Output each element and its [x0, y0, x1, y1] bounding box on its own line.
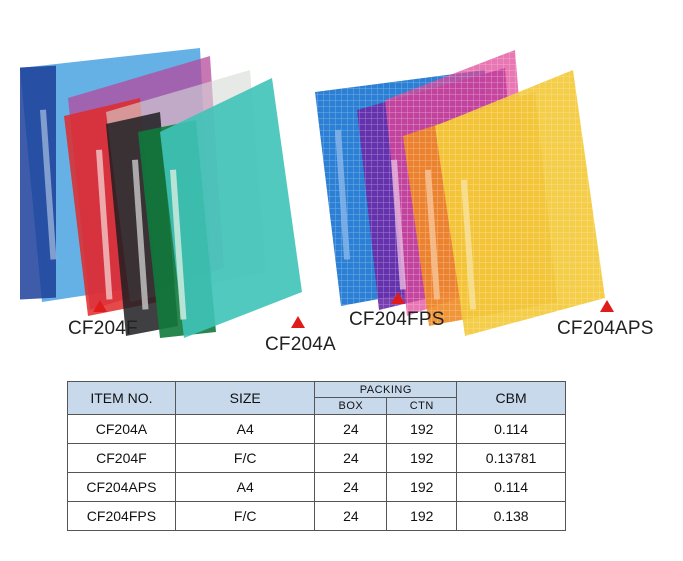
cell-box: 24: [314, 414, 388, 444]
cell-cbm: 0.114: [456, 472, 566, 502]
marker-cf204a: [291, 316, 305, 328]
cell-ctn: 192: [386, 443, 458, 473]
spec-table: ITEM NO. SIZE PACKING CBM BOX CTN CF204A…: [67, 381, 566, 531]
marker-cf204f: [93, 300, 107, 312]
cell-ctn: 192: [386, 414, 458, 444]
cell-item: CF204F: [67, 443, 176, 473]
cell-item: CF204FPS: [67, 501, 176, 531]
label-cf204a: CF204A: [265, 334, 336, 355]
cell-box: 24: [314, 443, 388, 473]
folder-teal: [160, 78, 302, 338]
marker-cf204fps: [391, 292, 405, 304]
cell-cbm: 0.114: [456, 414, 566, 444]
cell-item: CF204APS: [67, 472, 176, 502]
cell-cbm: 0.138: [456, 501, 566, 531]
cell-cbm: 0.13781: [456, 443, 566, 473]
cell-ctn: 192: [386, 501, 458, 531]
table-row: CF204FPS F/C 24 192 0.138: [67, 501, 566, 531]
header-size: SIZE: [174, 381, 316, 415]
cell-box: 24: [314, 501, 388, 531]
label-cf204fps: CF204FPS: [349, 309, 445, 330]
table-row: CF204F F/C 24 192 0.13781: [67, 443, 566, 473]
header-packing: PACKING: [314, 381, 458, 398]
cell-size: A4: [174, 414, 316, 444]
label-cf204f: CF204F: [68, 318, 138, 339]
folder-blue-spine: [20, 65, 56, 300]
label-cf204aps: CF204APS: [557, 318, 654, 339]
cell-ctn: 192: [386, 472, 458, 502]
header-ctn: CTN: [386, 397, 458, 415]
cell-size: F/C: [174, 501, 316, 531]
header-item-no: ITEM NO.: [67, 381, 176, 415]
folder-group-plain-illustration: [20, 48, 302, 338]
header-box: BOX: [314, 397, 388, 415]
cell-size: A4: [174, 472, 316, 502]
marker-cf204aps: [600, 300, 614, 312]
table-row: CF204A A4 24 192 0.114: [67, 414, 566, 444]
table-row: CF204APS A4 24 192 0.114: [67, 472, 566, 502]
header-cbm: CBM: [456, 381, 566, 415]
cell-item: CF204A: [67, 414, 176, 444]
cell-size: F/C: [174, 443, 316, 473]
folder-group-pattern-illustration: [315, 50, 605, 336]
cell-box: 24: [314, 472, 388, 502]
